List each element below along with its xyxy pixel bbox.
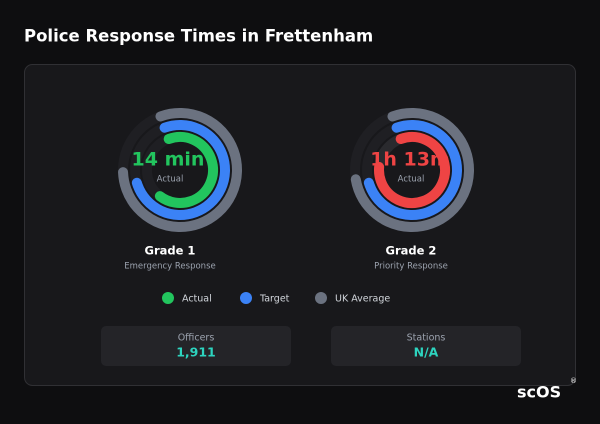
legend-label: Target <box>259 294 290 305</box>
legend-swatch <box>315 292 327 304</box>
logo: scOS <box>517 383 561 402</box>
gauge-name: Grade 1 <box>145 244 196 258</box>
gauge-caption: Actual <box>157 175 184 185</box>
legend-label: UK Average <box>335 294 390 305</box>
uk-average-arc <box>350 108 474 232</box>
gauge-value: 14 min <box>132 149 205 171</box>
target-arc <box>362 120 462 220</box>
stat-value: N/A <box>414 345 439 360</box>
uk-average-arc <box>118 108 242 232</box>
logo-mark: ® <box>570 377 577 385</box>
gauge-value: 1h 13m <box>370 149 450 171</box>
stat-label: Officers <box>178 333 215 344</box>
gauge-subtitle: Priority Response <box>374 262 448 272</box>
gauge-caption: Actual <box>398 175 425 185</box>
legend-swatch <box>162 292 174 304</box>
stat-value: 1,911 <box>176 345 216 360</box>
stat-label: Stations <box>407 333 446 344</box>
target-arc <box>130 120 230 220</box>
legend-label: Actual <box>182 294 212 305</box>
stat-card <box>331 326 521 366</box>
gauge-name: Grade 2 <box>386 244 437 258</box>
title: Police Response Times in Frettenham <box>24 27 373 46</box>
stat-card <box>101 326 291 366</box>
gauge-subtitle: Emergency Response <box>124 262 215 272</box>
gauge <box>350 108 474 232</box>
legend-swatch <box>240 292 252 304</box>
gauge <box>118 108 242 232</box>
actual-arc <box>142 132 218 208</box>
actual-arc <box>374 132 450 208</box>
